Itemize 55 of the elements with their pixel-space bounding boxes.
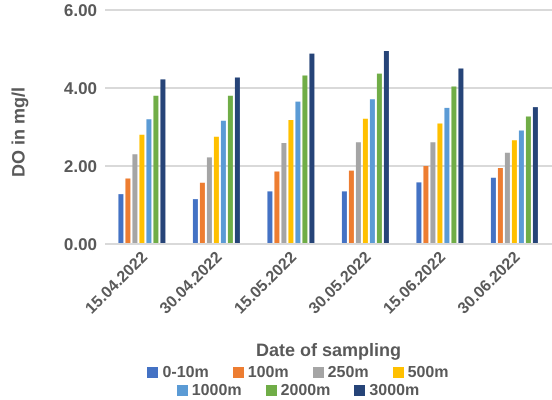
bar <box>214 136 219 244</box>
bar <box>274 171 280 244</box>
bar <box>234 77 240 244</box>
bar <box>518 130 524 244</box>
bar <box>281 142 286 244</box>
y-tick-label: 2.00 <box>64 157 97 176</box>
y-tick-label: 0.00 <box>64 235 97 254</box>
bar <box>146 119 152 244</box>
bar <box>504 152 510 244</box>
bar <box>220 120 226 244</box>
bar <box>458 68 464 244</box>
y-axis-title: DO in mg/l <box>8 87 28 177</box>
bar <box>139 134 144 244</box>
bar <box>362 118 368 244</box>
bar <box>423 166 428 244</box>
bar <box>192 199 198 244</box>
bar <box>437 123 442 244</box>
bar <box>206 157 212 244</box>
bar <box>532 107 538 244</box>
bar <box>356 142 361 244</box>
x-axis-title: Date of sampling <box>256 340 402 360</box>
legend-label: 2000m <box>280 382 330 399</box>
legend-label: 500m <box>408 364 448 381</box>
bar <box>288 120 294 244</box>
y-tick-label: 6.00 <box>64 1 97 20</box>
legend-label: 100m <box>248 364 289 381</box>
bar <box>490 178 496 244</box>
legend-label: 1000m <box>192 382 242 399</box>
bar <box>295 102 300 244</box>
bar <box>430 142 436 244</box>
bar <box>498 168 503 244</box>
bar <box>342 191 347 244</box>
bar <box>160 79 166 244</box>
bar <box>348 170 354 244</box>
legend-label: 3000m <box>369 382 420 399</box>
bar <box>309 54 314 244</box>
bar <box>200 182 205 244</box>
bar <box>267 191 272 244</box>
bar <box>370 99 375 244</box>
legend-label: 0-10m <box>162 364 209 381</box>
bar <box>132 154 138 244</box>
bar <box>153 96 158 244</box>
bar <box>444 108 450 244</box>
bar <box>451 86 456 244</box>
bar <box>302 76 308 244</box>
legend-label: 250m <box>328 364 369 381</box>
y-tick-label: 4.00 <box>64 79 97 98</box>
bar <box>416 182 422 244</box>
bar <box>118 194 124 244</box>
bar <box>526 116 531 244</box>
bar <box>384 50 389 244</box>
bar <box>376 74 382 244</box>
bar <box>512 140 517 244</box>
bar <box>125 178 130 244</box>
bar <box>228 96 233 244</box>
